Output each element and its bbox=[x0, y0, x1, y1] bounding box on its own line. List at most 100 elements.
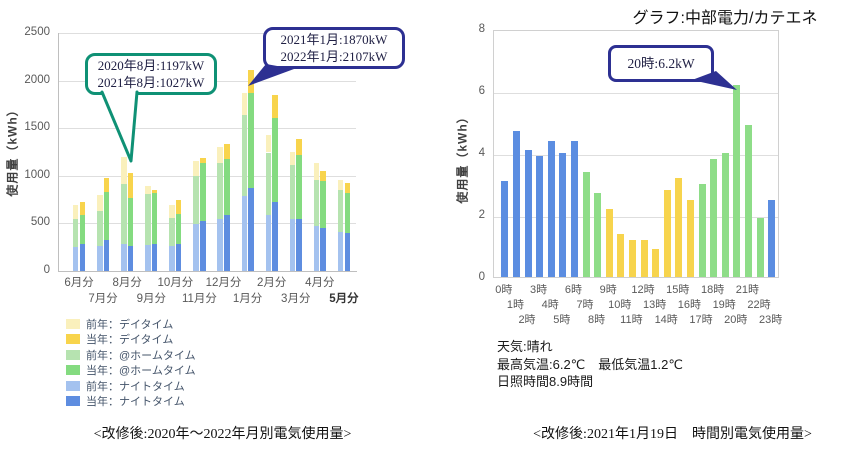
bar-hour bbox=[594, 193, 602, 277]
x-tick-label: 8時 bbox=[588, 314, 606, 326]
bar-segment-prev bbox=[289, 165, 296, 220]
legend-item: 前年：デイタイム bbox=[66, 317, 173, 331]
x-tick-label: 11時 bbox=[620, 314, 643, 326]
y-gridline bbox=[494, 93, 778, 94]
bar-segment-curr bbox=[344, 232, 351, 271]
callout-january: 2021年1月:1870kW 2022年1月:2107kW bbox=[263, 27, 405, 69]
x-tick-label: 10月分 bbox=[157, 277, 194, 289]
callout-line: 2020年8月:1197kW bbox=[97, 58, 205, 73]
x-tick-label: 1時 bbox=[506, 299, 524, 311]
bar-segment-prev bbox=[289, 152, 296, 166]
bar-segment-curr bbox=[79, 244, 86, 271]
bar-segment-curr bbox=[200, 162, 206, 221]
x-tick-label: 12時 bbox=[631, 284, 655, 296]
weather-notes: 天気:晴れ 最高気温:6.2℃ 最低気温1.2℃ 日照時間8.9時間 bbox=[497, 338, 683, 391]
right-chart-title: グラフ:中部電力/カテエネ bbox=[632, 10, 818, 27]
legend-swatch bbox=[66, 334, 80, 344]
y-tick-label: 1500 bbox=[24, 121, 50, 134]
left-x-axis-line bbox=[58, 271, 357, 272]
legend-swatch bbox=[66, 318, 80, 329]
bar-hour bbox=[559, 153, 567, 277]
bar-hour bbox=[524, 149, 532, 277]
y-tick-label: 1000 bbox=[24, 168, 50, 181]
bar-segment-prev bbox=[241, 195, 247, 271]
bar-segment-curr bbox=[175, 214, 182, 245]
callout-august: 2020年8月:1197kW 2021年8月:1027kW bbox=[85, 53, 217, 95]
x-tick-label: 9月分 bbox=[136, 292, 166, 305]
bar-segment-prev bbox=[193, 223, 199, 271]
y-tick-label: 0 bbox=[478, 271, 485, 283]
bar-segment-prev bbox=[337, 179, 344, 190]
x-tick-label: 3時 bbox=[530, 284, 548, 296]
bar-segment-curr bbox=[151, 190, 158, 194]
x-tick-label: 14時 bbox=[654, 314, 678, 326]
bar-segment-prev bbox=[289, 219, 296, 271]
bar-segment-curr bbox=[151, 193, 158, 244]
bar-hour bbox=[675, 177, 683, 277]
bar-segment-prev bbox=[313, 162, 320, 180]
callout-line: 20時:6.2kW bbox=[627, 56, 695, 71]
legend-swatch bbox=[66, 365, 80, 375]
x-tick-label: 7月分 bbox=[88, 292, 118, 305]
bar-segment-curr bbox=[127, 246, 134, 271]
callout-20h: 20時:6.2kW bbox=[608, 45, 714, 82]
bar-segment-prev bbox=[265, 152, 272, 215]
weather-line: 最高気温:6.2℃ 最低気温1.2℃ bbox=[497, 356, 683, 372]
bar-segment-prev bbox=[169, 204, 175, 219]
x-tick-label: 21時 bbox=[735, 284, 760, 296]
bar-hour bbox=[721, 153, 729, 277]
bar-segment-curr bbox=[151, 243, 158, 271]
bar-segment-curr bbox=[320, 228, 326, 271]
bar-segment-prev bbox=[169, 218, 175, 246]
x-tick-label: 20時 bbox=[724, 314, 748, 326]
x-tick-label: 6月分 bbox=[64, 277, 94, 289]
bar-segment-prev bbox=[241, 92, 247, 115]
x-tick-label: 16時 bbox=[677, 299, 702, 311]
bar-hour bbox=[536, 156, 544, 277]
callout-line: 2022年1月:2107kW bbox=[280, 49, 388, 64]
bar-segment-curr bbox=[344, 193, 351, 233]
bar-segment-curr bbox=[103, 192, 110, 241]
legend-swatch bbox=[66, 380, 80, 391]
bar-segment-curr bbox=[272, 117, 278, 203]
x-tick-label: 12月分 bbox=[205, 277, 242, 289]
bar-hour bbox=[698, 184, 706, 277]
bar-segment-prev bbox=[217, 147, 223, 164]
bar-segment-prev bbox=[241, 114, 247, 196]
x-tick-label: 9時 bbox=[599, 284, 617, 296]
bar-segment-prev bbox=[145, 186, 151, 195]
x-tick-label: 23時 bbox=[758, 314, 783, 326]
bar-segment-prev bbox=[337, 232, 344, 271]
x-tick-label: 7時 bbox=[576, 299, 594, 311]
bar-segment-prev bbox=[145, 244, 151, 271]
bar-segment-prev bbox=[97, 210, 103, 246]
y-tick-label: 2 bbox=[478, 209, 485, 221]
x-tick-label: 13時 bbox=[642, 299, 667, 311]
legend-label: 当年：@ホームタイム bbox=[86, 365, 196, 377]
monthly-usage-chart bbox=[58, 33, 356, 271]
legend-label: 当年：デイタイム bbox=[86, 334, 174, 346]
bar-segment-curr bbox=[127, 173, 134, 198]
y-tick-label: 500 bbox=[30, 216, 50, 229]
bar-hour bbox=[768, 199, 776, 277]
bar-hour bbox=[663, 190, 671, 277]
y-gridline bbox=[58, 33, 356, 34]
bar-hour bbox=[512, 131, 520, 277]
bar-hour bbox=[686, 199, 694, 277]
bar-segment-curr bbox=[175, 199, 182, 215]
bar-hour bbox=[570, 140, 578, 277]
legend-item: 当年：@ホームタイム bbox=[66, 364, 196, 377]
bar-segment-curr bbox=[79, 214, 86, 245]
x-tick-label: 5時 bbox=[553, 314, 571, 326]
weather-line: 天気:晴れ bbox=[497, 339, 553, 354]
bar-segment-prev bbox=[72, 247, 79, 271]
x-tick-label: 3月分 bbox=[281, 292, 311, 305]
legend-item: 当年：デイタイム bbox=[66, 333, 173, 346]
x-tick-label: 17時 bbox=[689, 314, 713, 326]
bar-hour bbox=[582, 171, 590, 277]
x-tick-label: 15時 bbox=[666, 284, 690, 296]
hourly-usage-chart bbox=[493, 30, 779, 278]
y-gridline bbox=[494, 217, 778, 218]
bar-hour bbox=[617, 233, 625, 277]
